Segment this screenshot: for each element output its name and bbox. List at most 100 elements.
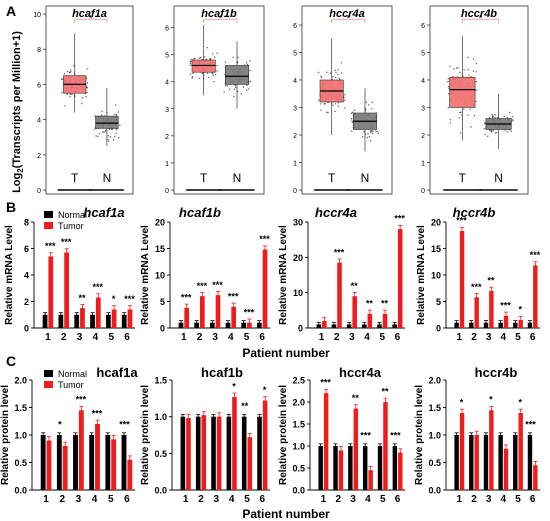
bar-normal [209, 322, 215, 328]
jitter-point [234, 86, 237, 88]
normal-label: N [361, 171, 370, 185]
jitter-point [467, 56, 469, 58]
bar-normal [58, 314, 64, 328]
jitter-point [491, 130, 493, 132]
significance-bracket [203, 18, 238, 24]
bar-normal [454, 322, 459, 328]
jitter-point [467, 114, 469, 117]
jitter-point [469, 108, 471, 110]
significance-mark: *** [93, 282, 104, 292]
panel-title: hcaf1b [201, 365, 243, 380]
y-tick-label: 15 [431, 244, 441, 254]
jitter-point [449, 118, 452, 121]
bar-normal [469, 435, 474, 490]
significance-mark: * [489, 395, 493, 405]
significance-star: * [347, 13, 351, 23]
x-tick-label: 1 [321, 494, 327, 505]
bar-tumor [216, 416, 222, 490]
bar-normal [74, 314, 80, 328]
panel-title: hcaf1a [83, 205, 124, 220]
jitter-point [337, 73, 339, 76]
jitter-point [114, 113, 116, 115]
significance-mark: *** [212, 280, 223, 290]
panel-label-b: B [6, 199, 16, 215]
y-tick-label: 2.0 [14, 376, 27, 386]
jitter-point [211, 72, 214, 75]
bar-tumor [48, 256, 54, 328]
jitter-point [73, 65, 75, 67]
y-tick-label: 8 [24, 218, 29, 228]
bar-tumor [367, 313, 373, 328]
bar-tumor [262, 249, 268, 328]
jitter-point [224, 84, 227, 87]
jitter-point [246, 84, 248, 87]
y-tick-label: 1 [165, 161, 169, 168]
legend-label-normal: Normal [58, 210, 87, 220]
bar-normal [121, 314, 127, 328]
bar-tumor [518, 320, 523, 328]
bar-normal [469, 322, 474, 328]
jitter-point [118, 136, 120, 139]
y-tick-label: 1 [421, 161, 425, 168]
row-a-ylabel-rest: (Transcripts per Million+1) [11, 31, 23, 169]
box-t [191, 59, 216, 73]
jitter-point [64, 105, 66, 107]
jitter-point [447, 77, 450, 80]
bar-normal [362, 446, 368, 490]
significance-mark: * [112, 294, 116, 304]
x-tick-label: 5 [108, 332, 114, 343]
jitter-point [317, 71, 320, 74]
y-tick-label: 0.0 [154, 486, 167, 496]
panel-frame [301, 5, 393, 195]
significance-mark: *** [394, 214, 405, 224]
y-axis-label: Relative mRNA Level [140, 225, 151, 325]
jitter-point [115, 104, 117, 106]
significance-mark: *** [45, 241, 56, 251]
jitter-point [484, 122, 486, 124]
normal-label: N [103, 171, 112, 185]
jitter-point [61, 92, 63, 94]
bar-normal [513, 435, 518, 490]
jitter-point [370, 108, 373, 110]
y-tick-label: 2 [293, 133, 297, 140]
jitter-point [332, 104, 334, 106]
jitter-point [370, 131, 372, 134]
bar-normal [211, 416, 216, 490]
jitter-point [209, 58, 212, 60]
jitter-point [214, 73, 217, 76]
jitter-point [367, 104, 370, 106]
x-tick-label: 1 [43, 494, 49, 505]
jitter-point [372, 130, 374, 132]
x-tick-label: 2 [61, 332, 67, 343]
jitter-point [340, 62, 343, 64]
jitter-point [350, 130, 353, 132]
x-tick-label: 2 [197, 332, 203, 343]
jitter-point [105, 129, 107, 132]
jitter-point [112, 139, 115, 141]
jitter-point [337, 68, 339, 71]
y-tick-label: 0 [160, 324, 165, 334]
significance-mark: ** [381, 299, 389, 309]
y-tick-label: 0.5 [154, 449, 167, 459]
significance-mark: *** [360, 430, 371, 440]
jitter-point [100, 114, 103, 116]
jitter-point [246, 63, 249, 66]
bar-tumor [201, 415, 207, 490]
bar-tumor [459, 231, 465, 328]
bar-normal [498, 435, 503, 490]
row-a-ylabel: Log2(Transcripts per Million+1) [11, 31, 25, 193]
jitter-point [206, 72, 209, 75]
jitter-point [470, 126, 472, 128]
x-tick-label: 2 [59, 494, 65, 505]
bar-tumor [127, 459, 133, 490]
jitter-point [377, 132, 380, 134]
box-n [95, 115, 119, 129]
jitter-point [233, 88, 236, 91]
bar-tumor [262, 400, 268, 490]
y-tick-label: 2 [421, 133, 425, 140]
jitter-point [107, 140, 110, 142]
bar-normal [89, 435, 95, 490]
significance-mark: ** [352, 393, 360, 403]
significance-mark: *** [320, 378, 331, 388]
jitter-point [455, 67, 458, 69]
